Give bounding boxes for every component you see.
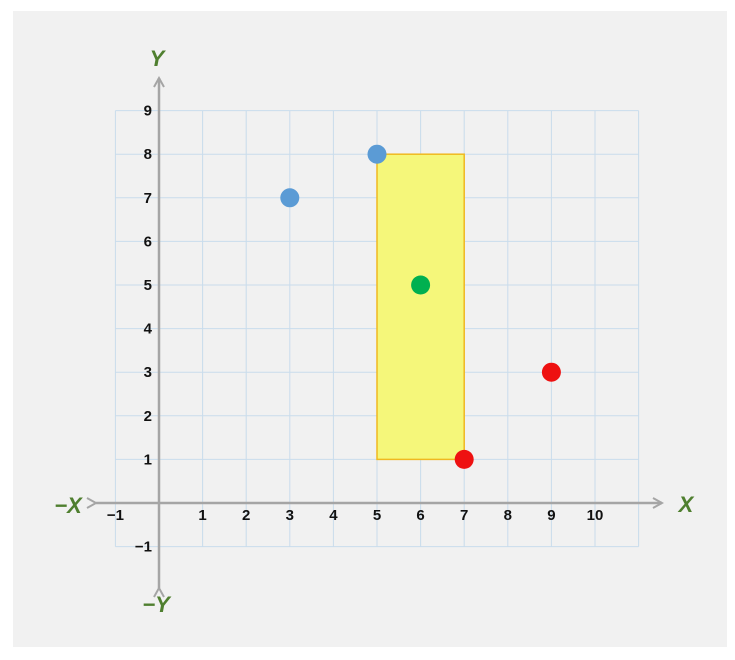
data-point <box>454 449 474 469</box>
x-tick-label: 10 <box>587 507 604 524</box>
axis-labels: Y −Y X −X <box>54 46 694 617</box>
y-tick-label: 9 <box>144 103 152 120</box>
x-tick-label: 4 <box>329 507 338 524</box>
x-tick-label: 2 <box>242 507 250 524</box>
data-points <box>280 144 561 469</box>
x-tick-label: 7 <box>460 507 468 524</box>
x-tick-label: 5 <box>373 507 381 524</box>
x-tick-label: 8 <box>504 507 512 524</box>
x-tick-label: 6 <box>416 507 424 524</box>
y-tick-label: 7 <box>144 190 152 207</box>
x-axis-label: X <box>677 492 695 517</box>
y-tick-label: 3 <box>144 364 152 381</box>
y-axis-label: Y <box>150 46 167 71</box>
y-tick-label: 1 <box>144 451 152 468</box>
data-point <box>411 275 431 295</box>
negative-x-axis-label: −X <box>54 493 83 518</box>
data-point <box>541 362 561 382</box>
y-tick-label: 6 <box>144 233 152 250</box>
highlight-rectangle <box>376 153 465 461</box>
data-point <box>367 144 387 164</box>
x-tick-label: 3 <box>286 507 294 524</box>
x-tick-label: 9 <box>547 507 555 524</box>
x-tick-label: −1 <box>107 507 124 524</box>
tick-labels: −1 1 2 3 4 5 6 7 8 9 10 −1 1 2 3 4 5 6 7 8 9 <box>107 103 603 556</box>
y-tick-label: −1 <box>135 539 152 556</box>
data-point <box>280 188 300 208</box>
y-tick-label: 5 <box>144 277 152 294</box>
negative-y-axis-label: −Y <box>142 592 172 617</box>
rectangle-layer <box>376 153 465 461</box>
y-tick-label: 4 <box>144 321 153 338</box>
x-tick-label: 1 <box>198 507 206 524</box>
y-tick-label: 2 <box>144 408 152 425</box>
y-tick-label: 8 <box>144 146 152 163</box>
axes <box>96 78 662 588</box>
